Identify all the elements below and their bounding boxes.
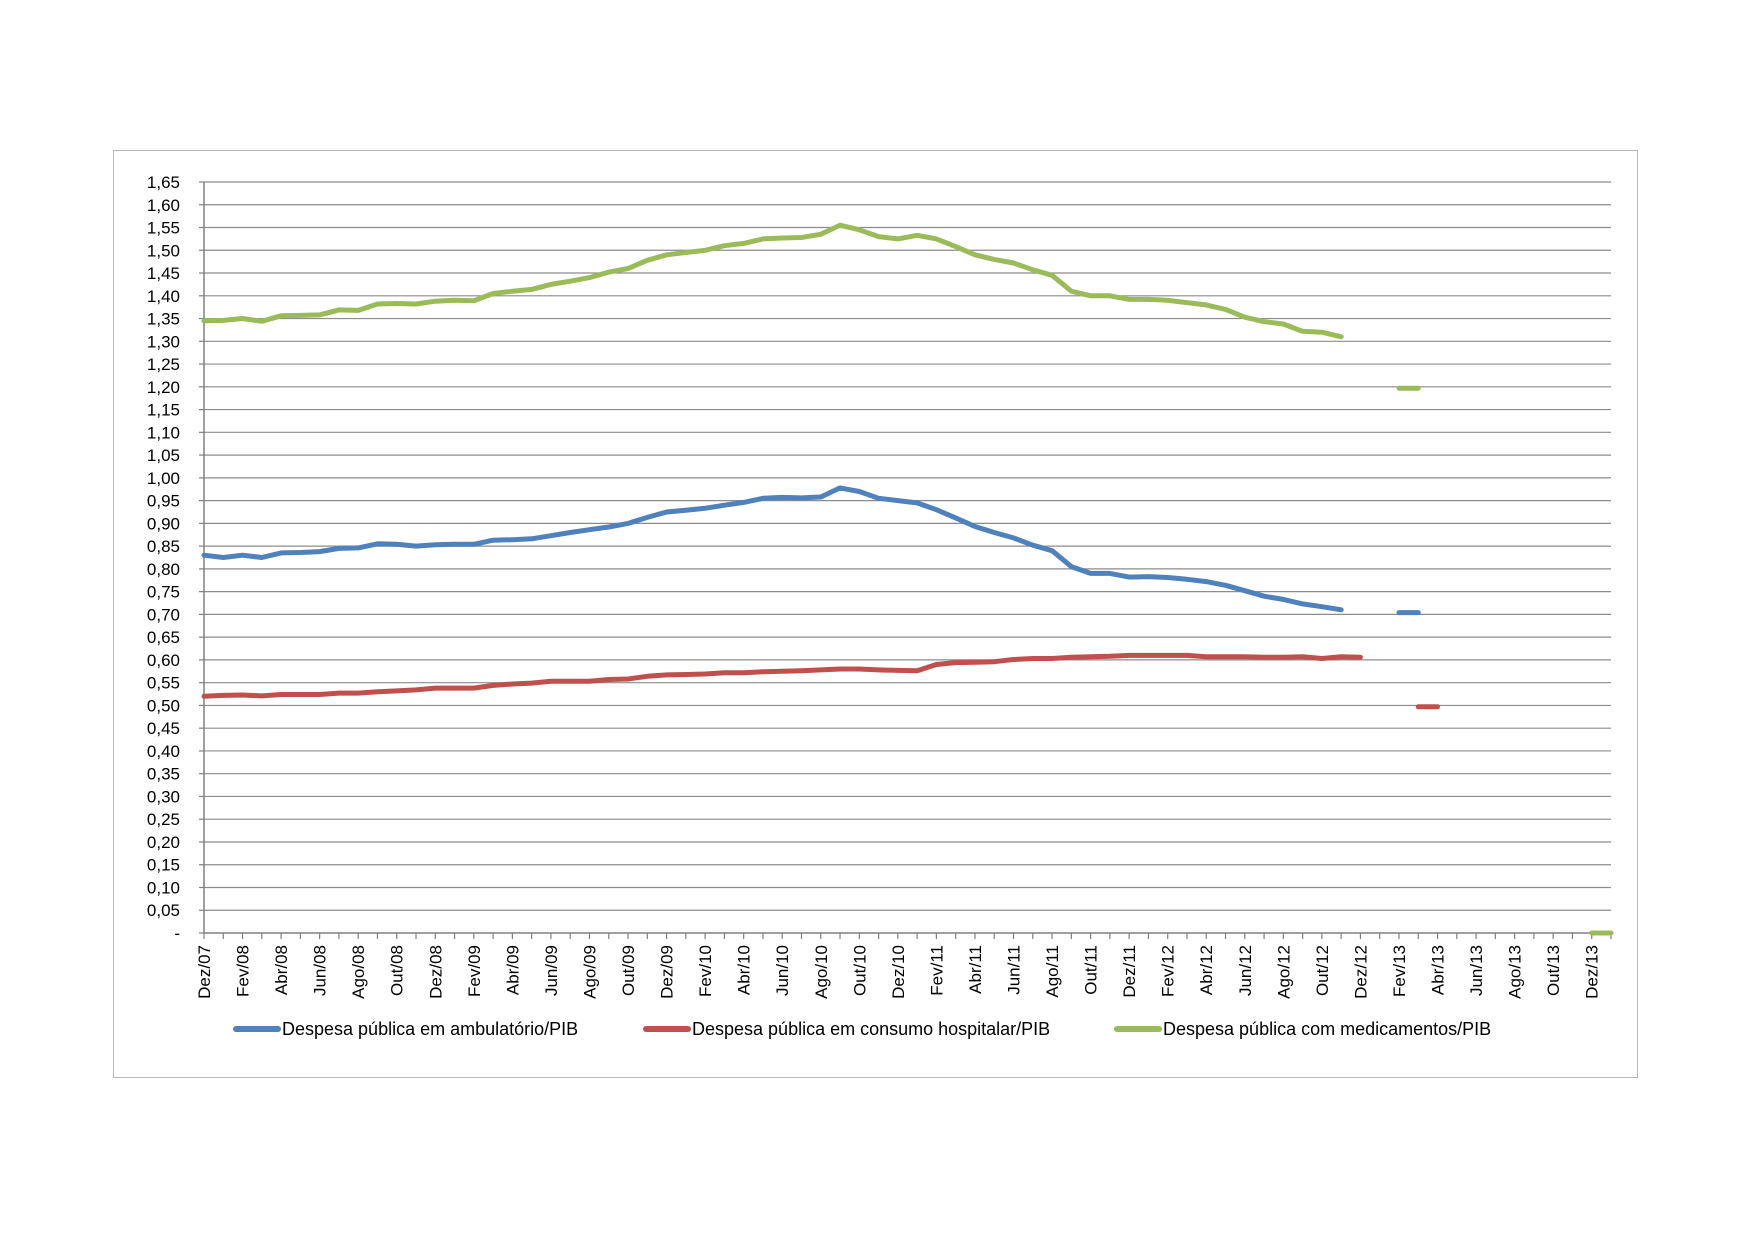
legend: Despesa pública em ambulatório/PIB Despes… — [233, 1019, 1491, 1039]
y-tick-label: 0,65 — [147, 628, 180, 647]
x-tick-label: Jun/13 — [1467, 945, 1486, 996]
x-tick-label: Fev/09 — [465, 945, 484, 997]
x-axis-tick-labels: Dez/07 Fev/08 Abr/08 Jun/08 Ago/08 Out/08 Dez/… — [195, 945, 1602, 999]
x-tick-label: Fev/10 — [696, 945, 715, 997]
x-tick-label: Dez/09 — [658, 945, 677, 999]
series-line-2 — [201, 652, 1363, 699]
y-tick-label: 0,45 — [147, 719, 180, 738]
x-tick-label: Out/08 — [388, 945, 407, 996]
x-tick-label: Jun/09 — [542, 945, 561, 996]
y-tick-label: 1,40 — [147, 287, 180, 306]
series-line-1 — [201, 485, 1344, 613]
legend-label: Despesa pública com medicamentos/PIB — [1163, 1019, 1491, 1039]
x-tick-label: Out/11 — [1082, 945, 1101, 995]
y-tick-label: 1,65 — [147, 173, 180, 192]
x-tick-label: Dez/12 — [1351, 945, 1370, 999]
y-axis-tick-labels: - 0,05 0,10 0,15 0,20 0,25 0,30 0,35 0,40 0,45 0,5… — [147, 173, 180, 943]
y-tick-label: 0,60 — [147, 651, 180, 670]
x-tick-label: Abr/10 — [735, 945, 754, 995]
y-tick-label: 0,75 — [147, 583, 180, 602]
y-tick-label: 0,55 — [147, 674, 180, 693]
x-tick-label: Ago/09 — [580, 945, 599, 999]
x-tick-label: Dez/08 — [426, 945, 445, 999]
x-tick-label: Out/10 — [850, 945, 869, 996]
y-tick-label: 1,45 — [147, 264, 180, 283]
x-tick-label: Ago/08 — [349, 945, 368, 999]
y-tick-label: 1,25 — [147, 355, 180, 374]
y-tick-label: 0,20 — [147, 833, 180, 852]
x-tick-label: Abr/12 — [1197, 945, 1216, 995]
x-tick-label: Jun/11 — [1005, 945, 1024, 995]
y-tick-label: 1,50 — [147, 241, 180, 260]
y-tick-label: 0,15 — [147, 856, 180, 875]
x-tick-label: Ago/11 — [1043, 945, 1062, 998]
series-lines — [201, 222, 1614, 936]
y-tick-label: 1,35 — [147, 310, 180, 329]
legend-label: Despesa pública em consumo hospitalar/PI… — [692, 1019, 1050, 1039]
legend-label: Despesa pública em ambulatório/PIB — [282, 1019, 578, 1039]
x-tick-label: Out/12 — [1313, 945, 1332, 996]
x-tick-label: Dez/07 — [195, 945, 214, 999]
y-tick-label: 0,90 — [147, 514, 180, 533]
y-tick-label: 0,35 — [147, 765, 180, 784]
y-tick-label: 1,20 — [147, 378, 180, 397]
x-tick-label: Fev/11 — [927, 945, 946, 996]
y-tick-label: 0,25 — [147, 810, 180, 829]
x-tick-label: Jun/08 — [311, 945, 330, 996]
x-tick-label: Ago/10 — [812, 945, 831, 999]
x-tick-label: Out/09 — [619, 945, 638, 996]
series-line-3 — [201, 222, 1344, 340]
y-tick-label: 0,05 — [147, 901, 180, 920]
y-tick-label: 0,70 — [147, 605, 180, 624]
y-tick-label: - — [174, 924, 180, 943]
x-tick-label: Dez/11 — [1120, 945, 1139, 998]
x-tick-label: Dez/13 — [1583, 945, 1602, 999]
x-tick-label: Jun/12 — [1236, 945, 1255, 996]
x-tick-label: Fev/08 — [234, 945, 253, 997]
line-chart: - 0,05 0,10 0,15 0,20 0,25 0,30 0,35 0,40 0,45 0,5… — [147, 173, 1614, 1039]
y-tick-label: 0,95 — [147, 492, 180, 511]
x-tick-label: Abr/11 — [966, 945, 985, 994]
y-tick-label: 0,85 — [147, 537, 180, 556]
x-tick-label: Out/13 — [1544, 945, 1563, 996]
y-tick-label: 0,30 — [147, 787, 180, 806]
gridlines — [204, 181, 1611, 911]
x-tick-label: Fev/13 — [1390, 945, 1409, 997]
x-tick-label: Abr/08 — [272, 945, 291, 995]
y-tick-label: 0,10 — [147, 878, 180, 897]
chart-frame: - 0,05 0,10 0,15 0,20 0,25 0,30 0,35 0,40 0,45 0,5… — [113, 150, 1638, 1078]
x-tick-label: Jun/10 — [773, 945, 792, 996]
x-tick-label: Ago/13 — [1506, 945, 1525, 999]
y-tick-label: 1,10 — [147, 423, 180, 442]
x-tick-label: Abr/13 — [1429, 945, 1448, 995]
x-tick-label: Dez/10 — [889, 945, 908, 999]
y-tick-label: 0,50 — [147, 696, 180, 715]
x-tick-label: Fev/12 — [1159, 945, 1178, 997]
y-tick-label: 1,55 — [147, 219, 180, 238]
y-tick-label: 0,80 — [147, 560, 180, 579]
y-tick-label: 0,40 — [147, 742, 180, 761]
y-tick-label: 1,05 — [147, 446, 180, 465]
y-tick-label: 1,15 — [147, 401, 180, 420]
x-tick-label: Abr/09 — [503, 945, 522, 995]
x-tick-label: Ago/12 — [1274, 945, 1293, 999]
y-tick-label: 1,60 — [147, 196, 180, 215]
y-tick-label: 1,30 — [147, 332, 180, 351]
y-tick-label: 1,00 — [147, 469, 180, 488]
